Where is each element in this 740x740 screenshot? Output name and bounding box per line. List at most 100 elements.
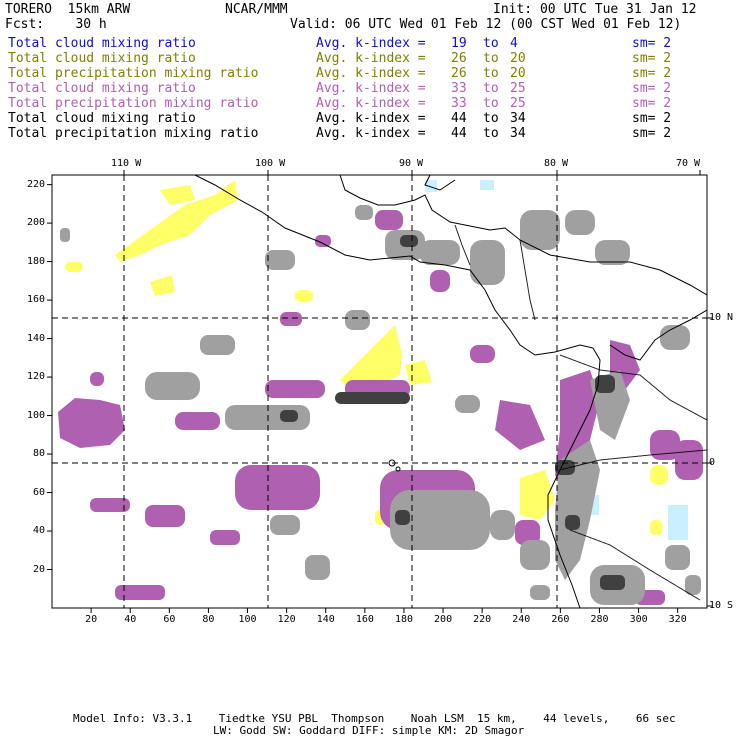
legend-smoothing: sm= 2 <box>632 36 672 51</box>
lon-tick-marks <box>123 170 712 607</box>
y-tick-label: 20 <box>33 563 46 575</box>
legend-smoothing: sm= 2 <box>632 81 672 96</box>
legend-k-from: 19 <box>451 36 467 51</box>
legend-to: to <box>483 111 499 126</box>
legend-to: to <box>483 126 499 141</box>
x-tick-label: 280 <box>590 614 609 625</box>
x-tick-label: 80 <box>202 614 215 625</box>
country-borders <box>454 224 707 601</box>
legend-smoothing: sm= 2 <box>632 126 672 141</box>
legend-k-label: Avg. k-index = <box>316 36 426 51</box>
legend-k-label: Avg. k-index = <box>316 51 426 66</box>
init-time: Init: 00 UTC Tue 31 Jan 12 <box>493 2 697 17</box>
x-tick-label: 140 <box>316 614 335 625</box>
longitude-label: 90 W <box>399 158 424 169</box>
legend-row: Total precipitation mixing ratio Avg. k-i… <box>8 96 708 111</box>
model-info-line1: Model Info: V3.3.1 Tiedtke YSU PBL Thomp… <box>73 712 676 725</box>
legend-row: Total cloud mixing ratio Avg. k-index = 33… <box>8 81 708 96</box>
latitude-label: 10 S <box>709 600 734 611</box>
x-tick-label: 180 <box>394 614 413 625</box>
x-tick-label: 100 <box>238 614 257 625</box>
y-tick-label: 120 <box>27 371 46 383</box>
y-tick-label: 140 <box>27 332 46 344</box>
longitude-label: 100 W <box>255 158 286 169</box>
legend-k-to: 25 <box>510 96 526 111</box>
legend-k-from: 26 <box>451 51 467 66</box>
legend-field-name: Total cloud mixing ratio <box>8 51 196 66</box>
legend-k-to: 20 <box>510 51 526 66</box>
latitude-label: 0 <box>709 457 716 468</box>
forecast-hour: Fcst: 30 h <box>5 17 107 32</box>
gray-field <box>60 205 701 605</box>
x-tick-label: 160 <box>355 614 374 625</box>
cloud-field-layer <box>58 175 707 608</box>
legend-k-to: 4 <box>510 36 518 51</box>
model-info-line2: LW: Godd SW: Goddard DIFF: simple KM: 2D… <box>213 724 525 737</box>
y-tick-label: 80 <box>33 448 46 460</box>
legend-k-label: Avg. k-index = <box>316 126 426 141</box>
legend-smoothing: sm= 2 <box>632 111 672 126</box>
longitude-label: 80 W <box>544 158 569 169</box>
legend-k-from: 33 <box>451 96 467 111</box>
y-tick-label: 220 <box>27 178 46 190</box>
center-name: NCAR/MMM <box>225 2 288 17</box>
x-tick-marks <box>90 608 679 613</box>
legend-smoothing: sm= 2 <box>632 96 672 111</box>
latitude-label: 10 N <box>709 312 734 323</box>
legend-k-to: 34 <box>510 126 526 141</box>
x-tick-label: 40 <box>124 614 137 625</box>
legend-to: to <box>483 81 499 96</box>
legend-field-name: Total cloud mixing ratio <box>8 36 196 51</box>
legend-row: Total cloud mixing ratio Avg. k-index = 26… <box>8 51 708 66</box>
legend-row: Total precipitation mixing ratio Avg. k-i… <box>8 66 708 81</box>
y-tick-label: 40 <box>33 525 46 537</box>
legend-row: Total precipitation mixing ratio Avg. k-i… <box>8 126 708 141</box>
y-tick-marks <box>47 184 52 571</box>
legend-k-from: 26 <box>451 66 467 81</box>
legend-k-label: Avg. k-index = <box>316 81 426 96</box>
legend-k-label: Avg. k-index = <box>316 96 426 111</box>
legend-k-label: Avg. k-index = <box>316 111 426 126</box>
plot-frame <box>51 174 708 609</box>
legend-k-to: 25 <box>510 81 526 96</box>
legend-to: to <box>483 51 499 66</box>
legend-field-name: Total precipitation mixing ratio <box>8 96 259 111</box>
y-tick-label: 60 <box>33 486 46 498</box>
legend-k-from: 33 <box>451 81 467 96</box>
valid-time: Valid: 06 UTC Wed 01 Feb 12 (00 CST Wed … <box>290 17 682 32</box>
legend-smoothing: sm= 2 <box>632 51 672 66</box>
x-tick-label: 20 <box>85 614 98 625</box>
legend-smoothing: sm= 2 <box>632 66 672 81</box>
dark-field <box>280 235 625 590</box>
x-tick-label: 260 <box>551 614 570 625</box>
latlon-grid <box>52 175 707 608</box>
legend-field-name: Total precipitation mixing ratio <box>8 66 259 81</box>
x-tick-label: 60 <box>163 614 176 625</box>
legend-field-name: Total precipitation mixing ratio <box>8 126 259 141</box>
longitude-label: 110 W <box>111 158 142 169</box>
y-tick-label: 200 <box>27 217 46 229</box>
model-title: TORERO 15km ARW <box>5 2 131 17</box>
y-tick-label: 180 <box>27 255 46 267</box>
longitude-label: 70 W <box>676 158 701 169</box>
y-tick-label: 100 <box>27 409 46 421</box>
x-tick-label: 300 <box>629 614 648 625</box>
legend-k-to: 20 <box>510 66 526 81</box>
x-tick-label: 200 <box>434 614 453 625</box>
legend-field-name: Total cloud mixing ratio <box>8 111 196 126</box>
legend-row: Total cloud mixing ratio Avg. k-index = 19… <box>8 36 708 51</box>
x-tick-label: 220 <box>473 614 492 625</box>
x-tick-label: 320 <box>668 614 687 625</box>
legend-to: to <box>483 66 499 81</box>
y-tick-label: 160 <box>27 294 46 306</box>
legend-field-name: Total cloud mixing ratio <box>8 81 196 96</box>
x-tick-label: 120 <box>277 614 296 625</box>
x-tick-label: 240 <box>512 614 531 625</box>
legend-row: Total cloud mixing ratio Avg. k-index = 44… <box>8 111 708 126</box>
legend-to: to <box>483 36 499 51</box>
legend-k-from: 44 <box>451 126 467 141</box>
legend-k-label: Avg. k-index = <box>316 66 426 81</box>
legend-k-to: 34 <box>510 111 526 126</box>
legend-k-from: 44 <box>451 111 467 126</box>
